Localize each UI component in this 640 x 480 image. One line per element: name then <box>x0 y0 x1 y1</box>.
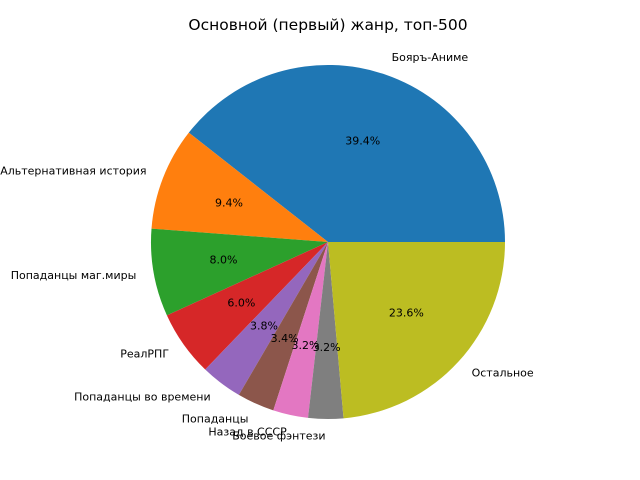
pie-labels: Бояръ-Аниме 39.4% Альтернативная история 9.… <box>0 51 534 443</box>
slice-percent-label: 3.2% <box>313 341 341 354</box>
slice-label: Попаданцы маг.миры <box>11 269 137 282</box>
slice-percent-label: 39.4% <box>345 135 380 148</box>
pie-slice <box>151 132 328 242</box>
slice-percent-label: 9.4% <box>215 197 243 210</box>
slice-percent-label: 3.2% <box>292 339 320 352</box>
chart-title: Основной (первый) жанр, топ-500 <box>188 16 467 34</box>
slice-label: Альтернативная история <box>0 164 146 177</box>
slice-percent-label: 6.0% <box>227 296 255 309</box>
slice-label: Попаданцы во времени <box>74 390 211 403</box>
slice-label: Назад в СССР <box>208 425 287 438</box>
slice-percent-label: 3.8% <box>250 320 278 333</box>
slice-label: Остальное <box>472 366 534 379</box>
pie-slice <box>188 64 505 242</box>
pie-slice <box>328 242 505 419</box>
pie-slice <box>308 242 344 419</box>
slice-label: Бояръ-Аниме <box>392 51 469 64</box>
slice-percent-label: 3.4% <box>271 332 299 345</box>
pie-slice <box>273 242 328 418</box>
pie-slice <box>166 242 328 370</box>
slice-percent-label: 23.6% <box>389 307 424 320</box>
pie-slice <box>238 242 328 411</box>
slice-label: Попаданцы <box>182 413 249 426</box>
slice-label: РеалРПГ <box>120 347 169 360</box>
slice-label: Боевое фэнтези <box>232 430 325 443</box>
pie-slice <box>151 228 328 316</box>
pie-slice <box>205 242 328 395</box>
slice-percent-label: 8.0% <box>209 254 237 267</box>
pie-slices <box>151 64 505 419</box>
